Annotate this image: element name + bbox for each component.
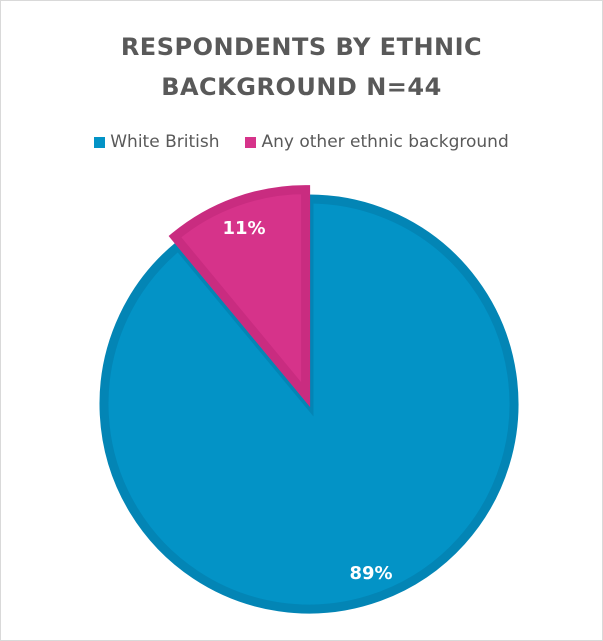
chart-legend: White British Any other ethnic backgroun… (1, 132, 602, 152)
data-label-white-british: 89% (349, 563, 392, 584)
legend-item-other-ethnic: Any other ethnic background (245, 132, 509, 152)
data-label-other-ethnic: 11% (222, 218, 265, 239)
legend-swatch-other-ethnic (245, 136, 257, 148)
pie-slice-other-ethnic (168, 185, 311, 408)
legend-swatch-white-british (94, 136, 106, 148)
legend-item-white-british: White British (94, 132, 219, 152)
legend-label-other-ethnic: Any other ethnic background (261, 132, 509, 152)
chart-title: RESPONDENTS BY ETHNIC BACKGROUND N=44 (120, 33, 483, 101)
legend-label-white-british: White British (110, 132, 220, 152)
